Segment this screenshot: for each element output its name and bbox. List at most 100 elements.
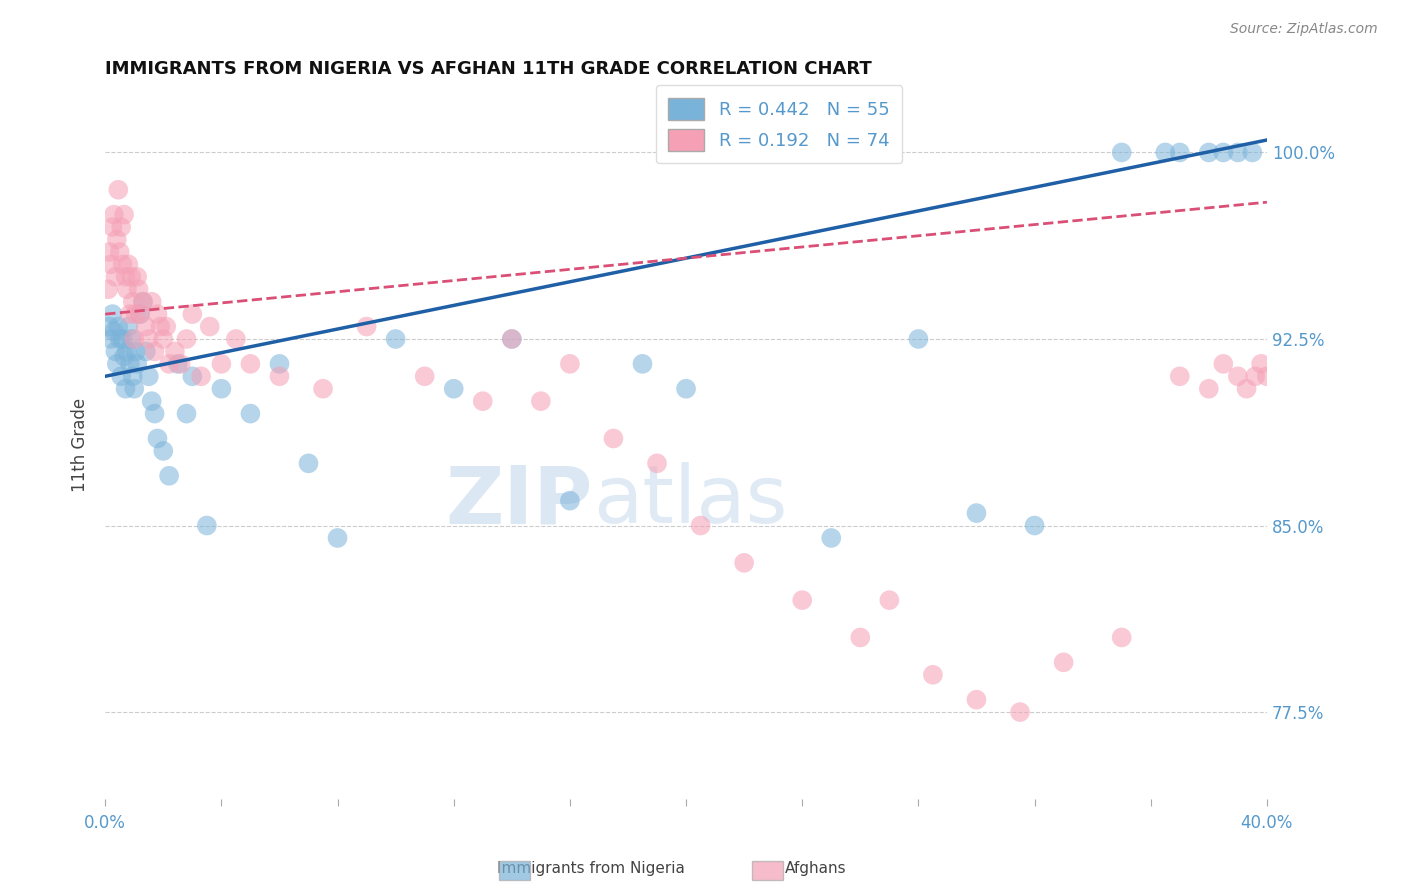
- Text: IMMIGRANTS FROM NIGERIA VS AFGHAN 11TH GRADE CORRELATION CHART: IMMIGRANTS FROM NIGERIA VS AFGHAN 11TH G…: [105, 60, 872, 78]
- Point: [631, 357, 654, 371]
- Point: [127, 269, 149, 284]
- Point: [176, 407, 198, 421]
- Point: [132, 294, 155, 309]
- Point: [104, 344, 127, 359]
- Point: [501, 332, 523, 346]
- Point: [149, 319, 172, 334]
- Point: [413, 369, 436, 384]
- Point: [129, 307, 152, 321]
- Point: [155, 319, 177, 334]
- Point: [239, 357, 262, 371]
- Point: [146, 432, 169, 446]
- Point: [1236, 382, 1258, 396]
- Point: [922, 667, 945, 681]
- Point: [195, 518, 218, 533]
- Point: [181, 369, 204, 384]
- Point: [501, 332, 523, 346]
- Point: [198, 319, 221, 334]
- Point: [1052, 656, 1074, 670]
- Point: [110, 369, 132, 384]
- Point: [108, 244, 131, 259]
- Text: Afghans: Afghans: [785, 861, 846, 876]
- Point: [269, 357, 291, 371]
- Text: ZIP: ZIP: [446, 462, 593, 541]
- Point: [1226, 369, 1249, 384]
- Point: [1198, 382, 1220, 396]
- Point: [1250, 357, 1272, 371]
- Point: [114, 382, 136, 396]
- Point: [105, 232, 128, 246]
- Point: [1198, 145, 1220, 160]
- Point: [127, 357, 149, 371]
- Point: [101, 307, 124, 321]
- Point: [141, 394, 163, 409]
- Point: [135, 319, 157, 334]
- Point: [225, 332, 247, 346]
- Point: [1256, 369, 1278, 384]
- Point: [152, 444, 174, 458]
- Point: [907, 332, 929, 346]
- Point: [966, 692, 988, 706]
- Point: [97, 282, 120, 296]
- Point: [98, 319, 121, 334]
- Point: [101, 220, 124, 235]
- Point: [792, 593, 814, 607]
- Point: [558, 493, 581, 508]
- Point: [111, 332, 134, 346]
- Point: [1024, 518, 1046, 533]
- Point: [733, 556, 755, 570]
- Point: [103, 325, 125, 339]
- Point: [138, 332, 160, 346]
- Point: [105, 357, 128, 371]
- Point: [122, 382, 145, 396]
- Point: [100, 257, 122, 271]
- Point: [117, 319, 139, 334]
- Point: [602, 432, 624, 446]
- Point: [120, 269, 142, 284]
- Point: [384, 332, 406, 346]
- Point: [312, 382, 335, 396]
- Text: Immigrants from Nigeria: Immigrants from Nigeria: [496, 861, 685, 876]
- Point: [115, 282, 138, 296]
- Point: [104, 269, 127, 284]
- Point: [120, 332, 142, 346]
- Point: [129, 307, 152, 321]
- Point: [356, 319, 378, 334]
- Point: [135, 344, 157, 359]
- Point: [820, 531, 842, 545]
- Point: [118, 357, 141, 371]
- Point: [1168, 145, 1191, 160]
- Point: [170, 357, 193, 371]
- Point: [132, 294, 155, 309]
- Point: [443, 382, 465, 396]
- Point: [152, 332, 174, 346]
- Point: [326, 531, 349, 545]
- Point: [138, 369, 160, 384]
- Point: [110, 220, 132, 235]
- Point: [530, 394, 553, 409]
- Point: [107, 183, 129, 197]
- Point: [1111, 145, 1133, 160]
- Point: [112, 350, 135, 364]
- Point: [1111, 631, 1133, 645]
- Point: [689, 518, 711, 533]
- Point: [121, 369, 143, 384]
- Point: [118, 307, 141, 321]
- Point: [125, 307, 148, 321]
- Point: [166, 357, 188, 371]
- Point: [143, 407, 166, 421]
- Point: [1008, 705, 1031, 719]
- Point: [112, 208, 135, 222]
- Point: [157, 468, 180, 483]
- Point: [645, 456, 668, 470]
- Point: [114, 269, 136, 284]
- Point: [163, 344, 186, 359]
- Point: [269, 369, 291, 384]
- Point: [675, 382, 697, 396]
- Point: [117, 257, 139, 271]
- Point: [128, 282, 150, 296]
- Point: [111, 257, 134, 271]
- Point: [1241, 145, 1264, 160]
- Point: [1168, 369, 1191, 384]
- Point: [1212, 145, 1234, 160]
